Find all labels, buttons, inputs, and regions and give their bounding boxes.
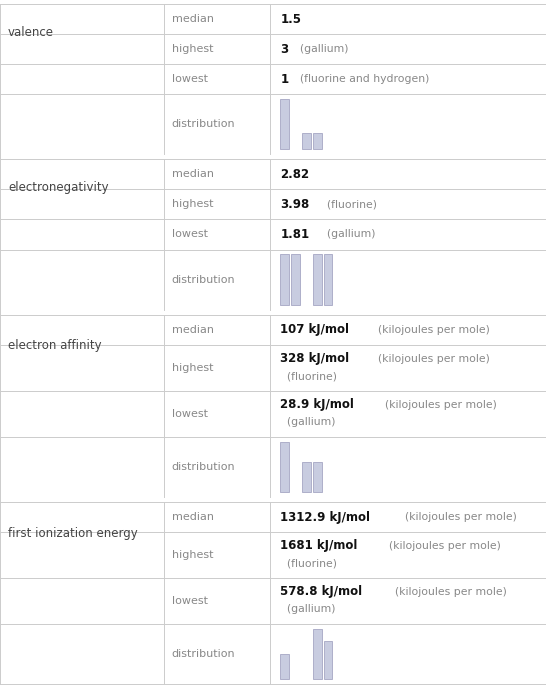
Text: lowest: lowest	[172, 409, 208, 419]
Text: (gallium): (gallium)	[280, 417, 336, 427]
Bar	[313, 255, 322, 305]
Text: 107 kJ/mol: 107 kJ/mol	[280, 323, 349, 336]
Bar	[313, 629, 322, 679]
Text: highest: highest	[172, 200, 213, 209]
Text: (kilojoules per mole): (kilojoules per mole)	[371, 354, 490, 364]
Bar	[324, 641, 333, 679]
Text: highest: highest	[172, 44, 213, 54]
Text: 1.81: 1.81	[280, 228, 310, 241]
Text: highest: highest	[172, 550, 213, 560]
Text: (fluorine): (fluorine)	[280, 559, 337, 568]
Text: first ionization energy: first ionization energy	[8, 526, 138, 539]
Text: distribution: distribution	[172, 119, 235, 129]
Text: (gallium): (gallium)	[280, 604, 336, 614]
Text: 1681 kJ/mol: 1681 kJ/mol	[280, 539, 358, 552]
Text: (kilojoules per mole): (kilojoules per mole)	[388, 587, 507, 596]
Text: (gallium): (gallium)	[293, 44, 348, 54]
Bar	[313, 133, 322, 149]
Text: distribution: distribution	[172, 462, 235, 472]
Text: median: median	[172, 14, 214, 24]
Text: 1312.9 kJ/mol: 1312.9 kJ/mol	[280, 510, 370, 524]
Text: electron affinity: electron affinity	[8, 339, 102, 352]
Text: 1.5: 1.5	[280, 12, 301, 25]
Text: (kilojoules per mole): (kilojoules per mole)	[378, 400, 496, 409]
Text: highest: highest	[172, 363, 213, 373]
Text: lowest: lowest	[172, 596, 208, 606]
Bar	[280, 255, 289, 305]
Bar	[324, 255, 333, 305]
Text: 3.98: 3.98	[280, 198, 310, 211]
Text: 578.8 kJ/mol: 578.8 kJ/mol	[280, 585, 363, 599]
Text: median: median	[172, 512, 214, 522]
Bar	[280, 654, 289, 679]
Text: (fluorine): (fluorine)	[320, 200, 377, 209]
Text: lowest: lowest	[172, 230, 208, 239]
Text: (kilojoules per mole): (kilojoules per mole)	[399, 512, 517, 522]
Text: distribution: distribution	[172, 275, 235, 285]
Text: (kilojoules per mole): (kilojoules per mole)	[371, 325, 490, 335]
Text: (kilojoules per mole): (kilojoules per mole)	[382, 541, 501, 551]
Text: (gallium): (gallium)	[320, 230, 375, 239]
Text: lowest: lowest	[172, 74, 208, 84]
Text: distribution: distribution	[172, 649, 235, 659]
Text: (fluorine and hydrogen): (fluorine and hydrogen)	[293, 74, 429, 84]
Bar	[313, 462, 322, 492]
Bar	[291, 255, 300, 305]
Text: median: median	[172, 325, 214, 335]
Bar	[302, 462, 311, 492]
Bar	[280, 442, 289, 492]
Text: 2.82: 2.82	[280, 168, 310, 181]
Bar	[302, 133, 311, 149]
Text: (fluorine): (fluorine)	[280, 371, 337, 381]
Text: valence: valence	[8, 26, 54, 39]
Bar	[280, 99, 289, 149]
Text: 1: 1	[280, 72, 288, 85]
Text: 3: 3	[280, 43, 288, 56]
Text: median: median	[172, 169, 214, 180]
Text: 328 kJ/mol: 328 kJ/mol	[280, 352, 349, 365]
Text: electronegativity: electronegativity	[8, 182, 109, 195]
Text: 28.9 kJ/mol: 28.9 kJ/mol	[280, 398, 354, 411]
